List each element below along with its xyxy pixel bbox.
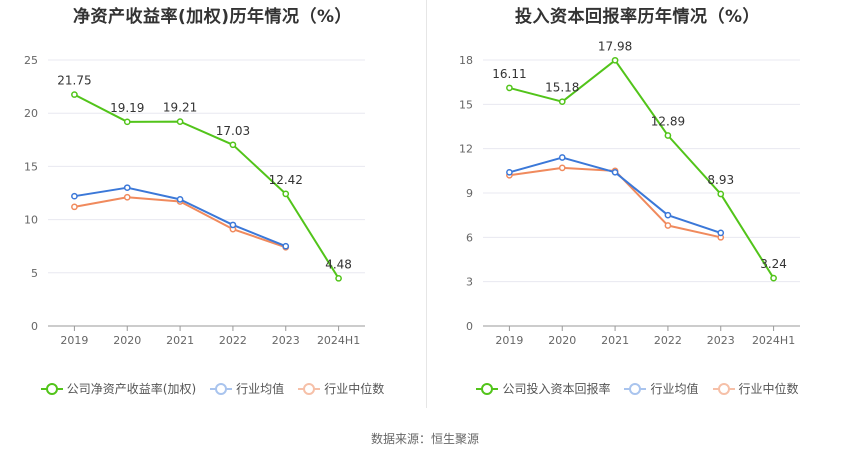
x-tick-label: 2019: [60, 334, 88, 347]
data-point: [664, 222, 672, 229]
data-point: [176, 118, 184, 125]
legend-item-company[interactable]: 公司净资产收益率(加权): [40, 380, 197, 397]
data-point: [229, 141, 237, 149]
data-point: [176, 196, 184, 203]
data-point: [770, 274, 777, 282]
data-point: [611, 168, 619, 176]
data-point: [123, 118, 131, 126]
data-label: 3.24: [760, 257, 787, 271]
data-source-footer: 数据来源：恒生聚源: [370, 432, 479, 446]
data-point: [123, 184, 131, 192]
y-tick-label: 0: [31, 320, 38, 333]
x-tick-label: 2019: [495, 334, 523, 347]
x-tick-label: 2023: [272, 334, 300, 347]
legend-item-industry-median[interactable]: 行业中位数: [712, 380, 799, 397]
data-point: [229, 221, 237, 229]
legend-item-industry-avg[interactable]: 行业均值: [210, 380, 284, 397]
data-label: 15.18: [545, 81, 579, 95]
x-tick-label: 2024H1: [317, 334, 360, 347]
y-tick-label: 10: [24, 214, 38, 227]
data-label: 12.42: [269, 173, 303, 187]
data-point: [611, 56, 619, 64]
data-label: 8.93: [707, 173, 734, 187]
legend-label: 公司净资产收益率(加权): [66, 382, 197, 396]
data-point: [664, 211, 672, 219]
data-point: [123, 193, 131, 201]
legend-avg-marker-icon: [624, 382, 647, 395]
data-label: 19.19: [110, 101, 144, 115]
data-point: [71, 91, 78, 98]
y-tick-label: 18: [459, 54, 473, 67]
legend-label: 行业均值: [650, 382, 699, 396]
x-tick-label: 2020: [548, 334, 576, 347]
y-tick-label: 9: [466, 187, 473, 200]
data-label: 12.89: [651, 115, 685, 129]
y-tick-label: 15: [24, 160, 38, 173]
legend-label: 行业中位数: [324, 382, 385, 396]
y-tick-label: 5: [31, 267, 38, 280]
y-tick-label: 12: [459, 143, 473, 156]
x-tick-label: 2022: [219, 334, 247, 347]
data-label: 4.48: [325, 257, 352, 271]
legend-item-industry-avg[interactable]: 行业均值: [624, 380, 699, 397]
data-point: [282, 190, 290, 198]
legend-median-marker-icon: [298, 382, 321, 395]
x-tick-label: 2022: [654, 334, 682, 347]
y-tick-label: 0: [466, 320, 473, 333]
legend-label: 行业中位数: [738, 382, 799, 396]
data-point: [558, 164, 566, 172]
series-line: [509, 166, 721, 239]
x-tick-label: 2021: [601, 334, 629, 347]
y-tick-label: 25: [24, 54, 38, 67]
legend-item-company[interactable]: 公司投入资本回报率: [476, 380, 610, 397]
legend-company-marker-icon: [40, 382, 63, 395]
data-label: 17.03: [216, 124, 250, 138]
data-point: [506, 168, 513, 176]
legend-label: 公司投入资本回报率: [502, 382, 611, 396]
x-tick-label: 2021: [166, 334, 194, 347]
roic-chart-panel: 投入资本回报率历年情况（%） 0 3 6 9 12 15 18 2019 2020 2021 202…: [425, 0, 850, 410]
x-tick-label: 2023: [707, 334, 735, 347]
data-label: 16.11: [492, 67, 526, 81]
chart-title: 净资产收益率(加权)历年情况（%）: [72, 7, 353, 27]
legend-company-marker-icon: [476, 382, 499, 395]
legend-item-industry-median[interactable]: 行业中位数: [298, 380, 384, 397]
roe-line-chart: 0 5 10 15 20 25 2019 2020 2021 2022 2023 2024H1 21.7…: [24, 54, 365, 347]
data-point: [71, 203, 78, 211]
data-point: [282, 242, 290, 250]
y-tick-label: 6: [466, 231, 473, 244]
data-point: [71, 192, 78, 200]
data-label: 17.98: [598, 39, 632, 53]
roe-chart-panel: 净资产收益率(加权)历年情况（%） 0 5 10 15 20 25 2019 2020 2021…: [0, 0, 425, 410]
data-point: [717, 229, 725, 237]
panel-divider: [426, 0, 427, 408]
x-tick-label: 2020: [113, 334, 141, 347]
data-point: [558, 154, 566, 161]
data-point: [558, 98, 566, 106]
data-label: 19.21: [163, 101, 197, 115]
data-point: [506, 84, 513, 92]
data-point: [335, 274, 342, 282]
x-tick-label: 2024H1: [752, 334, 795, 347]
series-line: [73, 93, 340, 279]
chart-legend: 公司投入资本回报率 行业均值 行业中位数: [425, 380, 850, 397]
chart-title: 投入资本回报率历年情况（%）: [514, 7, 761, 27]
chart-legend: 公司净资产收益率(加权) 行业均值 行业中位数: [0, 380, 425, 397]
y-tick-label: 20: [24, 107, 38, 120]
series-line: [509, 59, 775, 279]
data-point: [664, 132, 672, 139]
roic-line-chart: 0 3 6 9 12 15 18 2019 2020 2021 2022 2023 2024H1 16.1…: [459, 39, 800, 347]
legend-label: 行业均值: [236, 382, 285, 396]
legend-median-marker-icon: [712, 382, 735, 395]
y-tick-label: 3: [466, 276, 473, 289]
legend-avg-marker-icon: [210, 382, 233, 395]
data-point: [717, 190, 725, 198]
data-label: 21.75: [57, 74, 91, 88]
y-tick-label: 15: [459, 98, 473, 111]
